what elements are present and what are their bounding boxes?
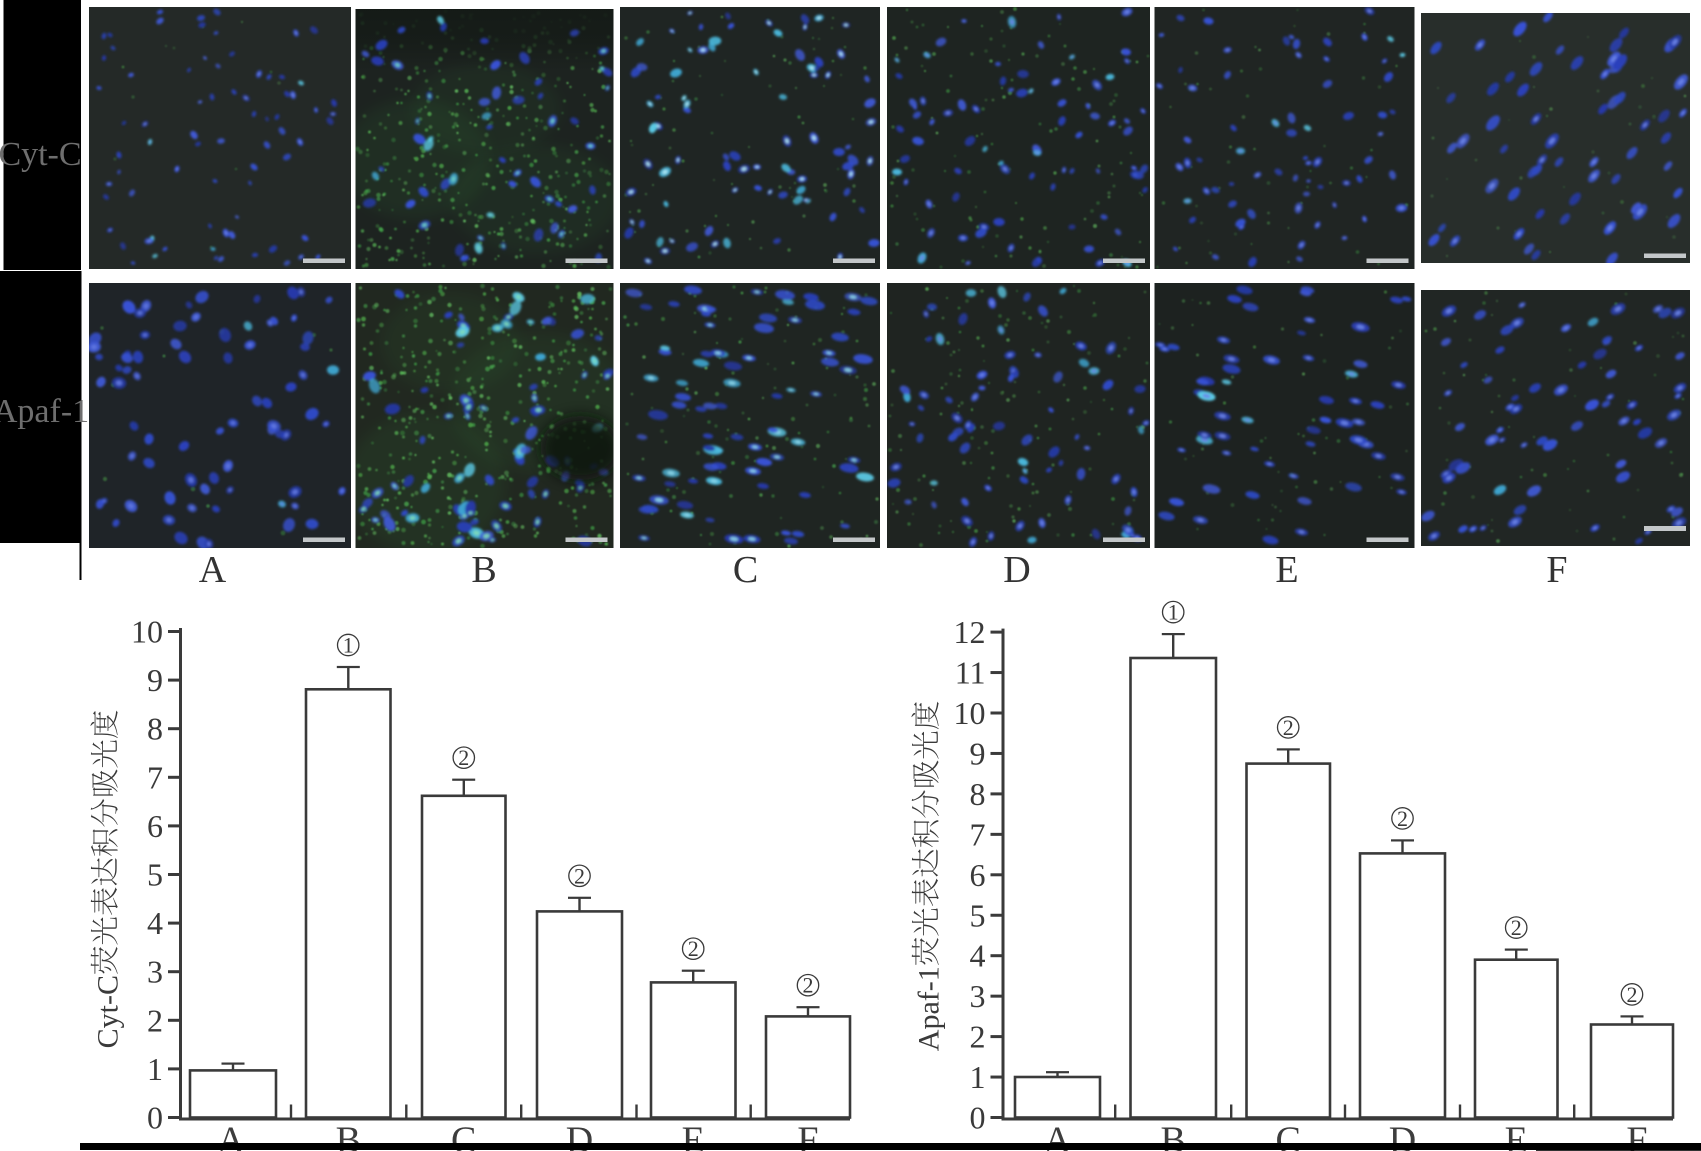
svg-text:2: 2 <box>970 1019 986 1055</box>
svg-text:11: 11 <box>955 655 986 691</box>
svg-text:6: 6 <box>147 808 163 844</box>
svg-text:A: A <box>199 549 227 591</box>
svg-text:0: 0 <box>147 1100 163 1136</box>
svg-text:D: D <box>1003 549 1030 591</box>
svg-text:C: C <box>733 549 758 591</box>
svg-text:5: 5 <box>970 897 986 933</box>
svg-text:8: 8 <box>147 711 163 747</box>
svg-text:Apaf-1: Apaf-1 <box>913 966 946 1051</box>
svg-text:2: 2 <box>688 936 699 961</box>
svg-text:7: 7 <box>970 816 986 852</box>
svg-text:Cyt-C: Cyt-C <box>92 975 125 1048</box>
svg-text:8: 8 <box>970 776 986 812</box>
svg-text:3: 3 <box>147 954 163 990</box>
svg-text:F: F <box>1546 549 1567 591</box>
svg-text:1: 1 <box>970 1059 986 1095</box>
svg-text:2: 2 <box>147 1002 163 1038</box>
svg-text:7: 7 <box>147 759 163 795</box>
svg-text:1: 1 <box>147 1051 163 1087</box>
svg-text:1: 1 <box>1168 600 1179 625</box>
svg-text:2: 2 <box>1283 715 1294 740</box>
svg-text:2: 2 <box>1627 982 1638 1007</box>
svg-text:0: 0 <box>970 1100 986 1136</box>
svg-text:E: E <box>1275 549 1298 591</box>
svg-text:1: 1 <box>343 633 354 658</box>
svg-text:4: 4 <box>970 938 986 974</box>
svg-text:2: 2 <box>1397 806 1408 831</box>
svg-text:12: 12 <box>954 614 986 650</box>
svg-text:Apaf-1: Apaf-1 <box>0 393 89 430</box>
svg-text:5: 5 <box>147 857 163 893</box>
svg-text:9: 9 <box>970 735 986 771</box>
svg-text:9: 9 <box>147 662 163 698</box>
svg-text:2: 2 <box>1511 915 1522 940</box>
svg-text:4: 4 <box>147 905 163 941</box>
svg-text:2: 2 <box>458 745 469 770</box>
svg-text:2: 2 <box>574 863 585 888</box>
svg-text:3: 3 <box>970 978 986 1014</box>
svg-text:10: 10 <box>131 614 163 650</box>
svg-text:2: 2 <box>803 973 814 998</box>
svg-text:6: 6 <box>970 857 986 893</box>
svg-text:10: 10 <box>954 695 986 731</box>
svg-text:B: B <box>471 549 496 591</box>
svg-text:Cyt-C: Cyt-C <box>0 136 82 173</box>
